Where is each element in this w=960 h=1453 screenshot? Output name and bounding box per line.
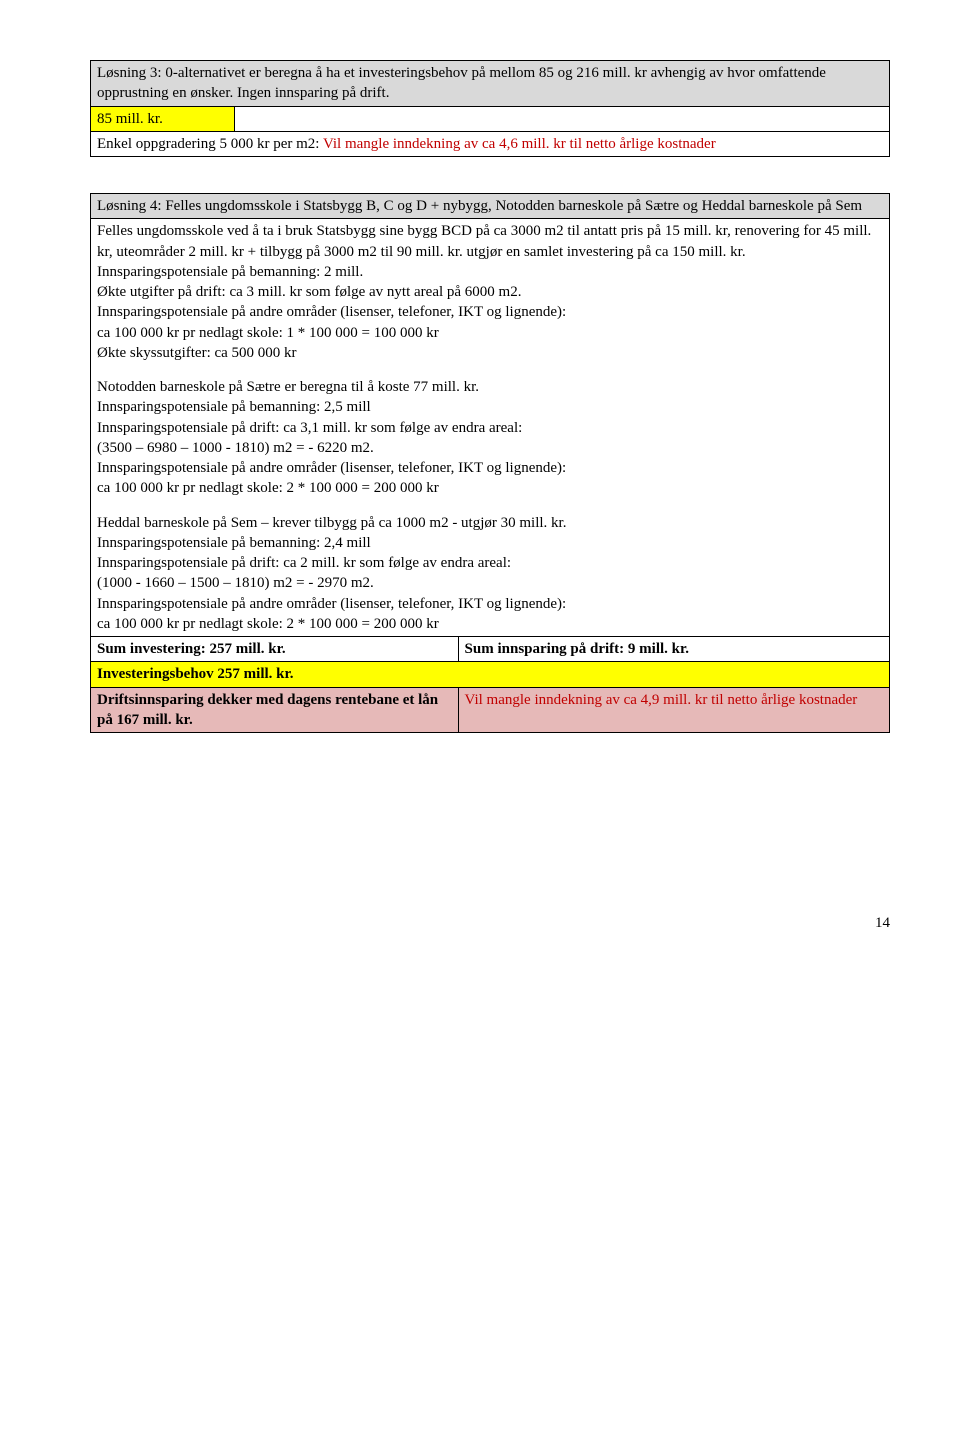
b2l2: Innsparingspotensiale på bemanning: 2,5 … [97,397,883,417]
table-losning-3: Løsning 3: 0-alternativet er beregna å h… [90,60,890,157]
sum-invest: Sum investering: 257 mill. kr. [97,641,286,657]
invest-need: Investeringsbehov 257 mill. kr. [97,666,294,682]
b3l4: (1000 - 1660 – 1500 – 1810) m2 = - 2970 … [97,573,883,593]
b1l1: Felles ungdomsskole ved å ta i bruk Stat… [97,221,883,262]
losning3-title: Løsning 3: 0-alternativet er beregna å h… [97,65,826,101]
block1: Felles ungdomsskole ved å ta i bruk Stat… [97,221,883,363]
losning3-upgrade-cell: Enkel oppgradering 5 000 kr per m2: Vil … [91,131,890,156]
losning3-red-text: Vil mangle inndekning av ca 4,6 mill. kr… [323,136,716,152]
b1l3: Økte utgifter på drift: ca 3 mill. kr so… [97,282,883,302]
sum-save-cell: Sum innsparing på drift: 9 mill. kr. [458,637,889,662]
block3: Heddal barneskole på Sem – krever tilbyg… [97,513,883,635]
b1l4: Innsparingspotensiale på andre områder (… [97,302,883,322]
losning3-upgrade-prefix: Enkel oppgradering 5 000 kr per m2: [97,136,323,152]
b3l3: Innsparingspotensiale på drift: ca 2 mil… [97,553,883,573]
page-number: 14 [90,913,890,933]
b3l6: ca 100 000 kr pr nedlagt skole: 2 * 100 … [97,614,883,634]
b2l1: Notodden barneskole på Sætre er beregna … [97,377,883,397]
losning3-cost: 85 mill. kr. [97,111,163,127]
block2: Notodden barneskole på Sætre er beregna … [97,377,883,499]
losning3-title-cell: Løsning 3: 0-alternativet er beregna å h… [91,61,890,107]
red-text-bottom: Vil mangle inndekning av ca 4,9 mill. kr… [465,692,858,708]
table-losning-4: Løsning 4: Felles ungdomsskole i Statsby… [90,193,890,733]
b2l6: ca 100 000 kr pr nedlagt skole: 2 * 100 … [97,478,883,498]
b2l4: (3500 – 6980 – 1000 - 1810) m2 = - 6220 … [97,438,883,458]
b3l5: Innsparingspotensiale på andre områder (… [97,594,883,614]
sum-invest-cell: Sum investering: 257 mill. kr. [91,637,459,662]
b3l2: Innsparingspotensiale på bemanning: 2,4 … [97,533,883,553]
b1l6: Økte skyssutgifter: ca 500 000 kr [97,343,883,363]
red-cell: Vil mangle inndekning av ca 4,9 mill. kr… [458,687,889,733]
losning4-title: Løsning 4: Felles ungdomsskole i Statsby… [97,198,862,214]
b2l3: Innsparingspotensiale på drift: ca 3,1 m… [97,418,883,438]
b1l5: ca 100 000 kr pr nedlagt skole: 1 * 100 … [97,323,883,343]
b3l1: Heddal barneskole på Sem – krever tilbyg… [97,513,883,533]
drift-cell: Driftsinnsparing dekker med dagens rente… [91,687,459,733]
losning4-title-cell: Løsning 4: Felles ungdomsskole i Statsby… [91,194,890,219]
drift-text: Driftsinnsparing dekker med dagens rente… [97,692,438,728]
b2l5: Innsparingspotensiale på andre områder (… [97,458,883,478]
b1l2: Innsparingspotensiale på bemanning: 2 mi… [97,262,883,282]
losning3-cost-cell: 85 mill. kr. [91,106,235,131]
losning4-body-cell: Felles ungdomsskole ved å ta i bruk Stat… [91,219,890,637]
losning3-empty-cell [234,106,889,131]
sum-save: Sum innsparing på drift: 9 mill. kr. [465,641,690,657]
invest-need-cell: Investeringsbehov 257 mill. kr. [91,662,890,687]
